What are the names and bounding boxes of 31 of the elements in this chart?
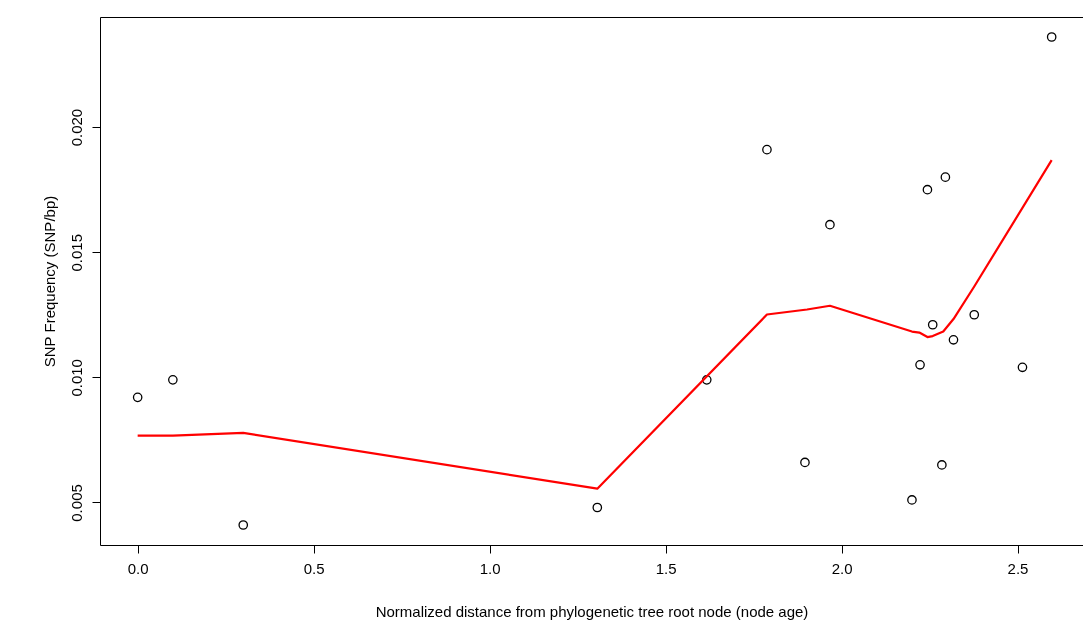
point xyxy=(701,375,712,385)
x-axis-title: Normalized distance from phylogenetic tree root node (node age) xyxy=(375,602,809,620)
point xyxy=(940,172,951,182)
point xyxy=(969,309,980,320)
point xyxy=(915,360,925,370)
y-axis-title: SNP Frequency (SNP/bp) xyxy=(40,195,58,368)
x-tick-label: 2.5 xyxy=(1007,559,1029,577)
x-tick-label: 1.0 xyxy=(479,559,501,577)
point xyxy=(1017,362,1028,373)
line-series xyxy=(136,159,1053,490)
point xyxy=(592,502,603,513)
y-tick-label: 0.020 xyxy=(67,108,85,147)
x-tick-label: 1.5 xyxy=(655,559,677,577)
point xyxy=(168,375,178,385)
point xyxy=(132,392,143,403)
x-tick-label: 0.5 xyxy=(303,559,325,577)
point xyxy=(238,520,249,530)
y-tick-label: 0.015 xyxy=(67,233,85,272)
point xyxy=(927,319,938,330)
point xyxy=(907,495,917,505)
point xyxy=(948,334,959,345)
y-tick-label: 0.005 xyxy=(67,484,85,522)
point xyxy=(1046,32,1057,42)
point xyxy=(937,460,947,470)
point xyxy=(800,457,810,468)
y-tick-label: 0.010 xyxy=(67,359,85,397)
point xyxy=(825,219,835,230)
x-tick-label: 2.0 xyxy=(831,559,853,577)
point xyxy=(762,144,772,155)
point xyxy=(922,184,933,195)
x-tick-label: 0.0 xyxy=(127,559,149,577)
